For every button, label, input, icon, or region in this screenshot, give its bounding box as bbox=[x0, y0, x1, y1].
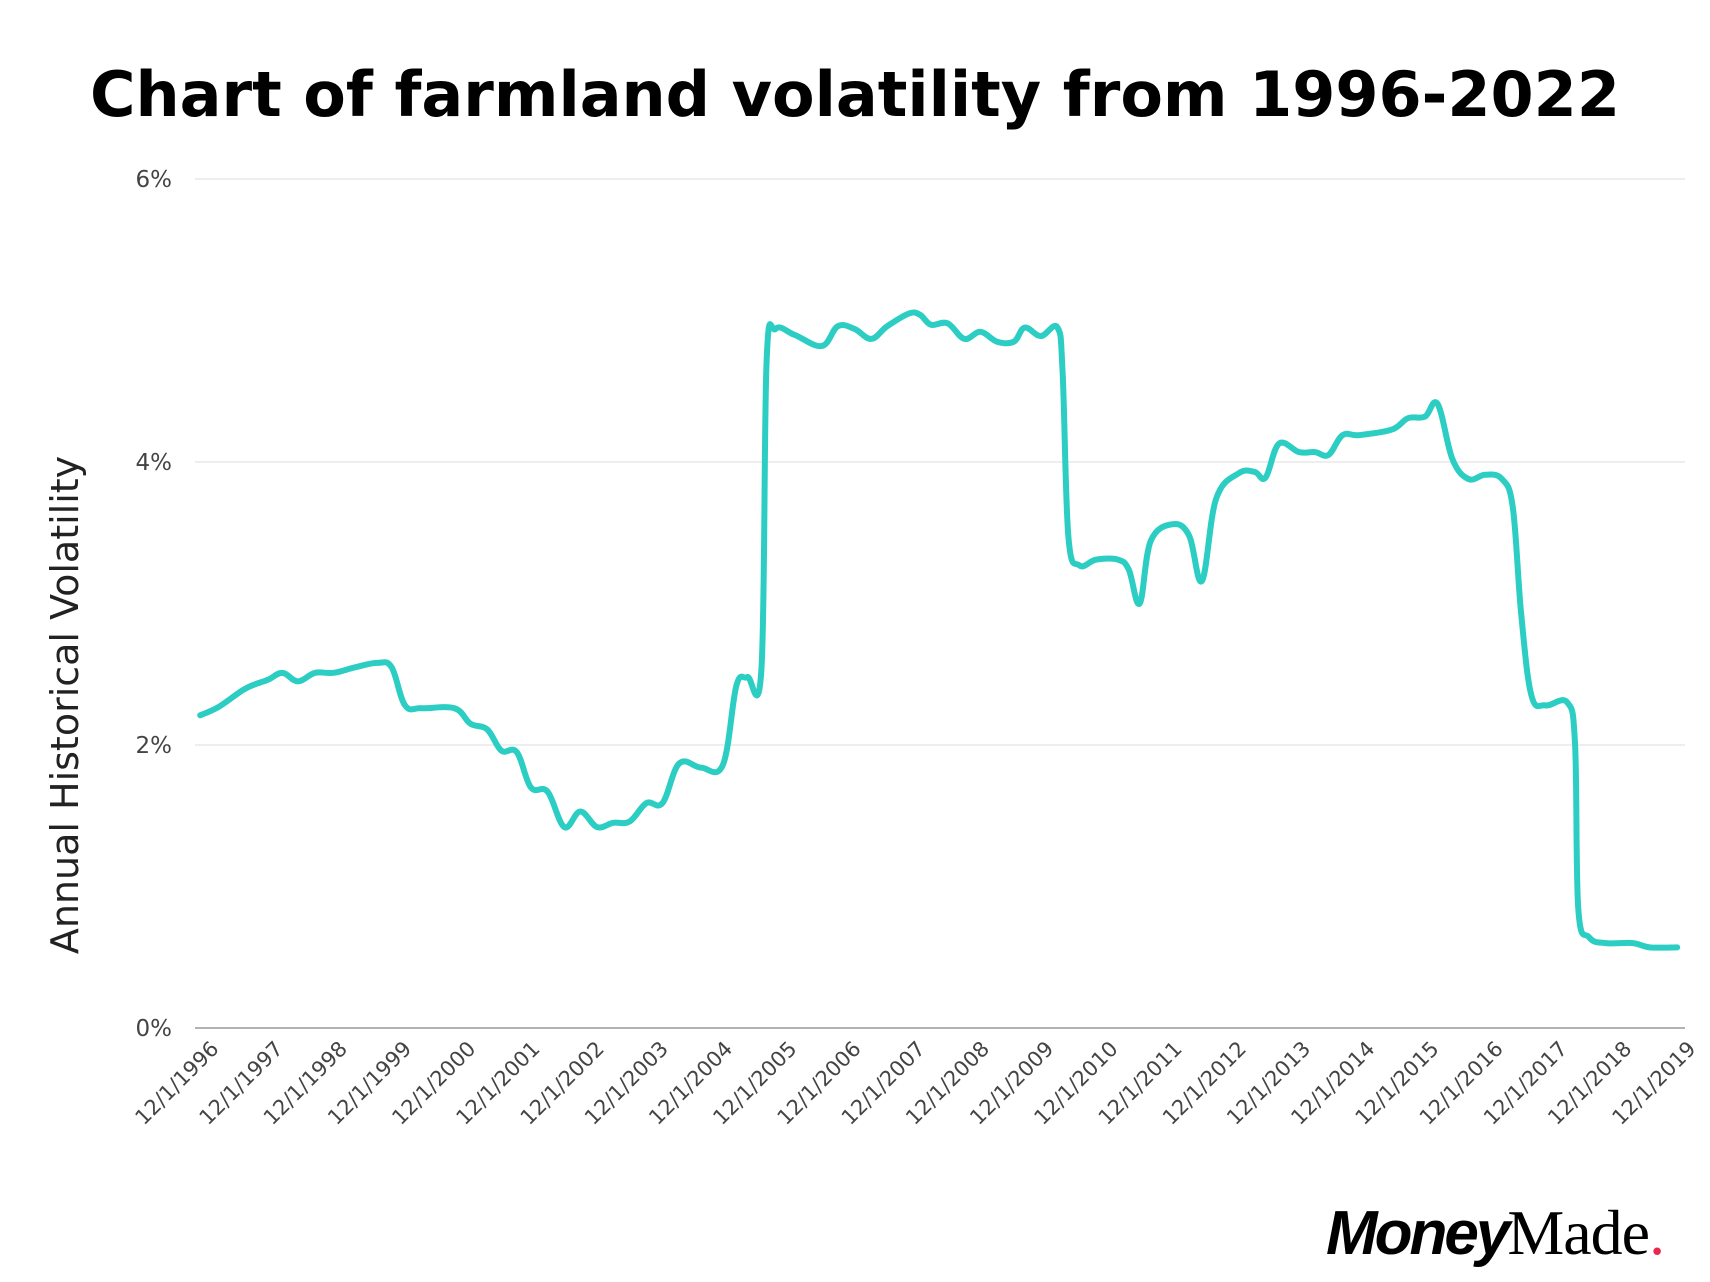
logo-dot: . bbox=[1649, 1197, 1666, 1268]
y-tick-label: 4% bbox=[136, 450, 173, 476]
y-tick-label: 0% bbox=[136, 1016, 173, 1042]
y-tick-label: 2% bbox=[136, 733, 173, 759]
volatility-series-line bbox=[197, 309, 1681, 951]
chart-title: Chart of farmland volatility from 1996-2… bbox=[90, 58, 1620, 131]
logo-part-money: Money bbox=[1326, 1199, 1510, 1268]
moneymade-logo: Money Made. bbox=[1326, 1196, 1665, 1268]
logo-part-made: Made bbox=[1507, 1197, 1650, 1268]
y-tick-label: 6% bbox=[136, 167, 173, 193]
y-axis-label: Annual Historical Volatility bbox=[43, 456, 87, 954]
